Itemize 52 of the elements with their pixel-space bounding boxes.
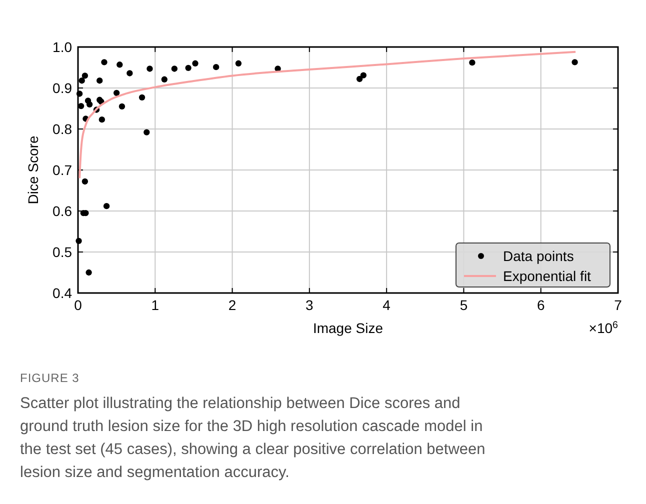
point	[161, 76, 168, 82]
point	[113, 90, 120, 96]
point	[118, 103, 126, 110]
point	[356, 76, 363, 82]
caption: FIGURE 3	[20, 371, 80, 385]
legend-label: Data points	[503, 248, 574, 264]
point	[572, 59, 578, 66]
point	[98, 116, 106, 123]
y-tick-label: 0.5	[52, 244, 72, 260]
point	[235, 60, 242, 66]
point	[126, 70, 133, 76]
point	[212, 64, 220, 70]
y-axis-title: Dice Score	[25, 136, 41, 204]
y-tick-label: 1.0	[52, 39, 72, 55]
x-tick-label: 6	[536, 297, 545, 313]
point	[469, 59, 476, 66]
point	[96, 78, 103, 84]
line-series	[78, 50, 577, 180]
point	[103, 202, 110, 210]
point	[144, 129, 150, 136]
legend-label: Exponential fit	[503, 268, 592, 284]
point	[171, 66, 178, 72]
point	[78, 102, 84, 110]
text: Scatter plot illustrating the relationship between Dice scores and ground truth lesion size for the 3D high resolution cascade model in the test set (45 cases), showing a clear positive correlation between lesion size and segmentation accuracy.	[20, 395, 486, 481]
point	[192, 60, 198, 66]
x-tick-label: 5	[460, 297, 468, 313]
x-tick-label: 7	[614, 297, 622, 313]
text: ×10$^{6}$	[588, 320, 619, 336]
point	[116, 62, 123, 68]
y-tick-label: 0.6	[52, 203, 72, 219]
point	[82, 72, 88, 79]
x-tick-label: 4	[382, 297, 391, 313]
point	[138, 94, 146, 101]
x-tick-label: 3	[306, 297, 314, 313]
point	[76, 90, 83, 97]
point	[78, 78, 85, 84]
y-tick-label: 0.7	[52, 162, 72, 178]
point	[82, 178, 88, 185]
point	[86, 269, 92, 276]
point	[76, 238, 82, 244]
point	[101, 59, 108, 66]
point	[185, 64, 192, 71]
y-tick-label: 0.4	[52, 285, 72, 301]
x-tick-label: 0	[74, 297, 82, 313]
x-axis-title: Image Size	[312, 320, 384, 336]
point	[146, 66, 153, 72]
y-tick-label: 0.8	[52, 121, 72, 137]
x-tick-label: 1	[151, 297, 160, 313]
point	[360, 72, 367, 78]
x-tick-label: 2	[228, 297, 236, 313]
point	[86, 101, 93, 108]
y-tick-label: 0.9	[52, 80, 72, 96]
